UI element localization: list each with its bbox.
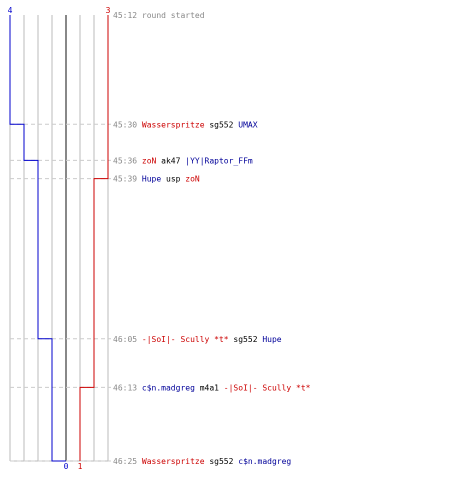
grid-lines (9, 15, 109, 462)
event-time: 45:30 (113, 120, 137, 129)
event-part: Hupe (137, 175, 161, 184)
event-part: zoN (137, 156, 156, 165)
event-time: 45:36 (113, 156, 137, 165)
series-group (9, 15, 109, 462)
series-line-blue (9, 15, 66, 462)
event-part: Wasserspritze (137, 457, 205, 466)
event-part: -|SoI|- Scully *t* (137, 335, 229, 344)
event-part: Hupe (258, 335, 282, 344)
event-part: sg552 (205, 457, 234, 466)
top-label-blue: 4 (8, 6, 13, 15)
event-part: c$n.madgreg (233, 457, 291, 466)
event-row-2: 45:36 zoN ak47 |YY|Raptor_FFm (113, 156, 253, 165)
top-label-red: 3 (106, 6, 111, 15)
event-time: 46:05 (113, 335, 137, 344)
event-part: Wasserspritze (137, 120, 205, 129)
event-dashed-lines (10, 123, 111, 462)
event-row-4: 46:05 -|SoI|- Scully *t* sg552 Hupe (113, 335, 282, 344)
event-part: round started (137, 11, 205, 20)
event-part: sg552 (229, 335, 258, 344)
axis-labels: 4 3 0 1 (8, 6, 111, 471)
event-row-3: 45:39 Hupe usp zoN (113, 175, 200, 184)
event-time: 46:25 (113, 457, 137, 466)
event-row-6: 46:25 Wasserspritze sg552 c$n.madgreg (113, 457, 291, 466)
event-time: 45:39 (113, 175, 137, 184)
event-part: zoN (180, 175, 199, 184)
event-time: 46:13 (113, 383, 137, 392)
event-row-1: 45:30 Wasserspritze sg552 UMAX (113, 120, 258, 129)
event-part: |YY|Raptor_FFm (180, 156, 252, 165)
event-part: -|SoI|- Scully *t* (219, 383, 311, 392)
event-list: 45:12 round started 45:30 Wasserspritze s… (113, 11, 311, 466)
event-row-0: 45:12 round started (113, 11, 205, 20)
event-part: usp (161, 175, 180, 184)
bottom-label-blue: 0 (64, 462, 69, 471)
bottom-label-red: 1 (78, 462, 83, 471)
event-time: 45:12 (113, 11, 137, 20)
event-part: sg552 (205, 120, 234, 129)
event-part: m4a1 (195, 383, 219, 392)
event-part: UMAX (233, 120, 257, 129)
event-part: c$n.madgreg (137, 383, 195, 392)
series-line-red (79, 15, 109, 461)
event-row-5: 46:13 c$n.madgreg m4a1 -|SoI|- Scully *t… (113, 383, 311, 392)
event-part: ak47 (156, 156, 180, 165)
